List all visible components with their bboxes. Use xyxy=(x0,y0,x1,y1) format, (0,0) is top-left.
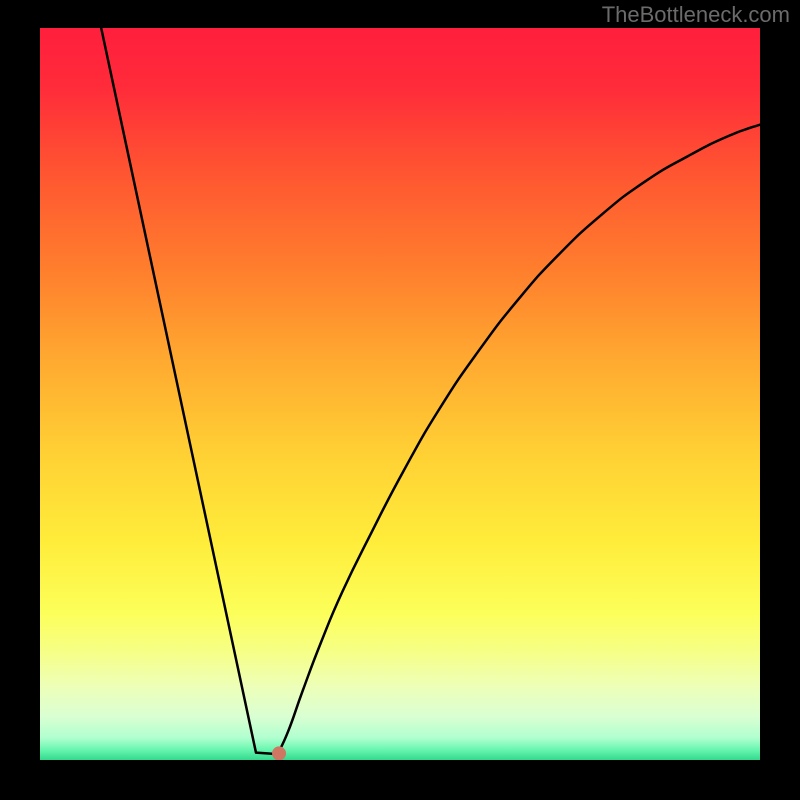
plot-area xyxy=(40,28,760,760)
chart-container: TheBottleneck.com xyxy=(0,0,800,800)
curve-overlay xyxy=(40,28,760,760)
watermark-label: TheBottleneck.com xyxy=(602,2,790,28)
bottleneck-curve xyxy=(101,28,760,754)
minimum-marker xyxy=(272,746,286,760)
